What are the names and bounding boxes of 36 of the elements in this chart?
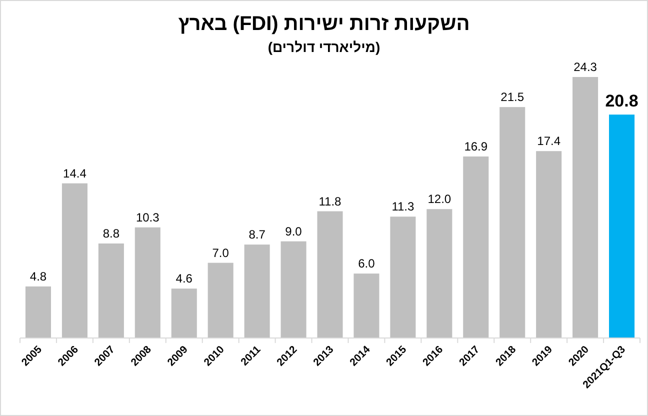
data-label: 20.8 bbox=[605, 92, 638, 111]
chart-subtitle: (מיליארדי דולרים) bbox=[268, 39, 380, 55]
bar bbox=[426, 209, 452, 338]
data-label: 9.0 bbox=[285, 224, 302, 238]
data-label: 11.8 bbox=[318, 194, 342, 208]
bar bbox=[134, 227, 160, 338]
bar bbox=[572, 77, 598, 338]
bar bbox=[354, 274, 380, 338]
bar bbox=[208, 262, 234, 338]
data-label: 11.3 bbox=[392, 200, 414, 214]
data-label: 10.3 bbox=[136, 210, 160, 224]
data-label: 12.0 bbox=[428, 192, 452, 206]
bar bbox=[98, 243, 124, 338]
bar bbox=[390, 216, 416, 338]
data-label: 6.0 bbox=[358, 256, 376, 271]
data-label: 7.0 bbox=[212, 246, 230, 260]
bar bbox=[62, 183, 88, 338]
data-label: 14.4 bbox=[63, 166, 87, 180]
bar bbox=[25, 286, 51, 338]
data-label: 24.3 bbox=[574, 60, 598, 74]
data-label: 8.8 bbox=[102, 226, 120, 240]
bar bbox=[463, 156, 489, 338]
data-label: 4.6 bbox=[176, 272, 193, 286]
data-label: 8.7 bbox=[248, 228, 266, 242]
bar bbox=[171, 288, 197, 338]
bar bbox=[500, 107, 526, 338]
bar bbox=[609, 114, 635, 338]
bar bbox=[536, 151, 562, 338]
data-label: 16.9 bbox=[464, 139, 488, 154]
chart-title: השקעות זרות ישירות (FDI) בארץ bbox=[178, 13, 470, 35]
data-label: 17.4 bbox=[537, 134, 561, 148]
bar bbox=[317, 211, 343, 338]
bar bbox=[280, 241, 306, 338]
data-label: 4.8 bbox=[30, 269, 47, 284]
bar bbox=[244, 244, 270, 338]
data-label: 21.5 bbox=[500, 90, 524, 104]
